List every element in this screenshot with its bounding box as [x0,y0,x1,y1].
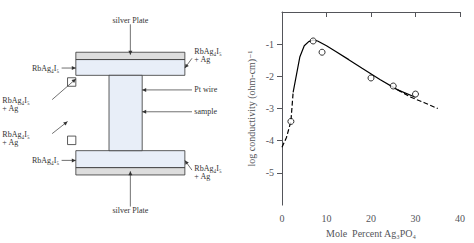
svg-text:+ Ag: + Ag [194,172,210,181]
svg-text:RbAg₄I₅: RbAg₄I₅ [32,64,60,73]
svg-text:RbAg₄I₅: RbAg₄I₅ [194,164,222,173]
svg-text:10: 10 [322,213,332,224]
svg-text:40: 40 [455,213,465,224]
svg-text:silver Plate: silver Plate [112,206,148,215]
svg-text:+ Ag: + Ag [2,104,18,113]
svg-text:RbAg₄I₅: RbAg₄I₅ [32,156,60,165]
svg-text:Mole Percent Ag₃PO₄: Mole Percent Ag₃PO₄ [326,228,417,239]
svg-text:-4: -4 [266,135,274,146]
svg-text:-2: -2 [266,71,274,82]
svg-text:-5: -5 [266,167,274,178]
svg-text:30: 30 [411,213,421,224]
svg-text:Pt wire: Pt wire [194,85,217,94]
svg-text:+ Ag: + Ag [194,55,210,64]
svg-text:silver Plate: silver Plate [112,16,148,25]
svg-text:-1: -1 [266,39,274,50]
svg-text:+ Ag: + Ag [2,138,18,147]
svg-text:RbAg₄I₅: RbAg₄I₅ [2,130,30,139]
svg-text:20: 20 [366,213,376,224]
svg-text:sample: sample [194,107,217,116]
svg-text:RbAg₄I₅: RbAg₄I₅ [194,47,222,57]
svg-text:RbAg₄I₅: RbAg₄I₅ [2,96,30,105]
svg-text:log conductivity (ohm-cm)⁻¹: log conductivity (ohm-cm)⁻¹ [246,51,258,167]
svg-text:0: 0 [280,213,285,224]
svg-text:-3: -3 [266,103,274,114]
